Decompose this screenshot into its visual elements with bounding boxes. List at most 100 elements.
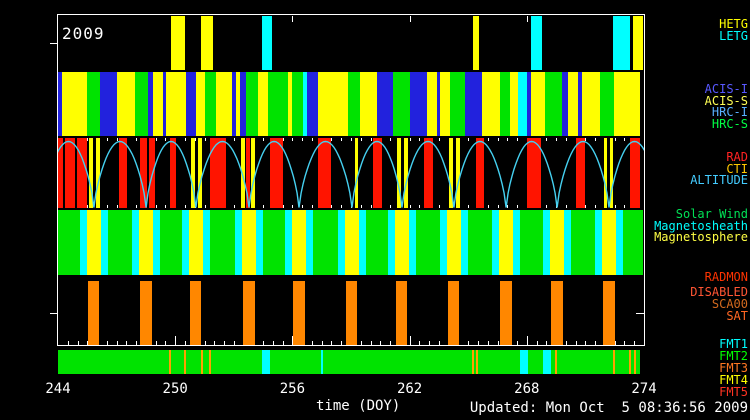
legend-label-acis-i: ACIS-I	[704, 82, 748, 96]
rad-interval	[526, 138, 542, 208]
hrc-s-segment	[245, 72, 259, 136]
radiation-bottom-tick	[438, 205, 440, 208]
fmt-line	[200, 350, 203, 374]
radiation-top-tick	[360, 138, 362, 141]
radiation-bottom-tick	[165, 205, 167, 208]
radmon-bar	[88, 281, 100, 345]
radiation-bottom-tick	[204, 205, 206, 208]
hetg-interval	[170, 16, 185, 70]
acis-s-segment	[152, 72, 164, 136]
x-axis-minor-tick	[204, 341, 206, 345]
x-axis-minor-tick	[497, 341, 499, 345]
radiation-bottom-tick	[546, 205, 548, 208]
radiation-bottom-tick	[507, 205, 509, 208]
radiation-bottom-tick	[341, 205, 343, 208]
legend-label-cti: CTI	[726, 161, 748, 176]
x-axis-minor-tick	[224, 341, 226, 345]
radiation-top-tick	[204, 138, 206, 141]
rad-interval	[76, 138, 87, 208]
acis-i-segment	[163, 72, 166, 136]
cti-interval	[397, 138, 401, 208]
acis-s-segment	[582, 72, 601, 136]
radiation-top-tick	[233, 138, 235, 141]
magnetosheath-segment	[337, 210, 345, 275]
magnetosheath-segment	[181, 210, 189, 275]
radiation-top-tick	[546, 138, 548, 141]
x-axis-minor-tick	[546, 341, 548, 345]
hetg-interval	[633, 16, 643, 70]
magnetosphere-segment	[292, 210, 307, 275]
rad-interval	[476, 138, 484, 208]
altitude-curve	[58, 140, 644, 208]
acis-s-segment	[195, 72, 206, 136]
x-axis-minor-tick	[390, 341, 392, 345]
x-axis-title: time (DOY)	[316, 398, 401, 414]
fmt-line	[183, 350, 186, 374]
rad-interval	[317, 138, 332, 208]
x-axis-tick-label: 268	[514, 381, 540, 397]
hrc-s-segment	[544, 72, 562, 136]
legend-label-hrc-i: HRC-I	[711, 105, 748, 119]
radiation-bottom-tick	[292, 205, 294, 208]
legend-label-fmt1: FMT1	[719, 337, 748, 351]
updated-timestamp: Updated: Mon Oct 5 08:36:56 2009	[469, 400, 748, 416]
x-axis-minor-tick	[341, 341, 343, 345]
radiation-bottom-tick	[614, 205, 616, 208]
x-axis-minor-tick	[370, 341, 372, 345]
x-axis-minor-tick	[126, 341, 128, 345]
x-axis-major-tick	[526, 336, 528, 345]
x-axis-minor-tick	[419, 341, 421, 345]
acis-s-segment	[317, 72, 349, 136]
acis-i-segment	[240, 72, 246, 136]
radiation-bottom-tick	[565, 205, 567, 208]
year-label: 2009	[62, 24, 105, 43]
radiation-bottom-tick	[370, 205, 372, 208]
acis-i-segment	[577, 72, 583, 136]
radiation-bottom-tick	[409, 205, 411, 208]
legend-label-fmt4: FMT4	[719, 373, 748, 387]
acis-i-segment	[148, 72, 153, 136]
acis-i-segment	[185, 72, 196, 136]
magnetosheath-segment	[359, 210, 367, 275]
radiation-top-tick	[165, 138, 167, 141]
hrc-s-segment	[392, 72, 410, 136]
acis-i-segment	[376, 72, 393, 136]
x-axis-major-tick	[409, 336, 411, 345]
fmt-line	[168, 350, 171, 374]
rad-interval	[209, 138, 226, 208]
rad-interval	[269, 138, 283, 208]
legend-label-solar-wind: Solar Wind	[675, 207, 748, 221]
cti-interval	[250, 138, 256, 208]
radiation-top-tick	[419, 138, 421, 141]
fmt-line	[475, 350, 478, 374]
legend-label-sca00: SCA00	[711, 297, 748, 311]
acis-s-segment	[288, 72, 292, 136]
hrc-s-segment	[292, 72, 303, 136]
legend-label-magnetosphere: Magnetosphere	[654, 230, 748, 244]
magnetosheath-segment	[132, 210, 140, 275]
rad-interval	[140, 138, 148, 208]
x-axis-minor-tick	[116, 341, 118, 345]
x-axis-tick-label: 262	[396, 381, 423, 397]
magnetosheath-segment	[543, 210, 551, 275]
magnetosheath-segment	[439, 210, 447, 275]
legend-label-hetg: HETG	[719, 17, 748, 31]
x-axis-tick-label: 244	[45, 381, 71, 397]
rad-interval	[58, 138, 64, 208]
acis-s-segment	[359, 72, 377, 136]
acis-s-segment	[531, 72, 545, 136]
x-axis-minor-tick	[360, 341, 362, 345]
legend-label-disabled: DISABLED	[690, 285, 748, 299]
radmon-bar	[603, 281, 615, 345]
cti-interval	[456, 138, 460, 208]
x-axis-tick-label: 256	[279, 381, 306, 397]
x-axis-minor-tick	[282, 341, 284, 345]
x-axis-minor-tick	[477, 341, 479, 345]
magnetosheath-segment	[513, 210, 521, 275]
x-axis-minor-tick	[429, 341, 431, 345]
y-axis-left-tick	[50, 43, 58, 44]
x-axis-minor-tick	[468, 341, 470, 345]
x-axis-minor-tick	[595, 341, 597, 345]
radiation-bottom-tick	[419, 205, 421, 208]
cti-interval	[89, 138, 93, 208]
